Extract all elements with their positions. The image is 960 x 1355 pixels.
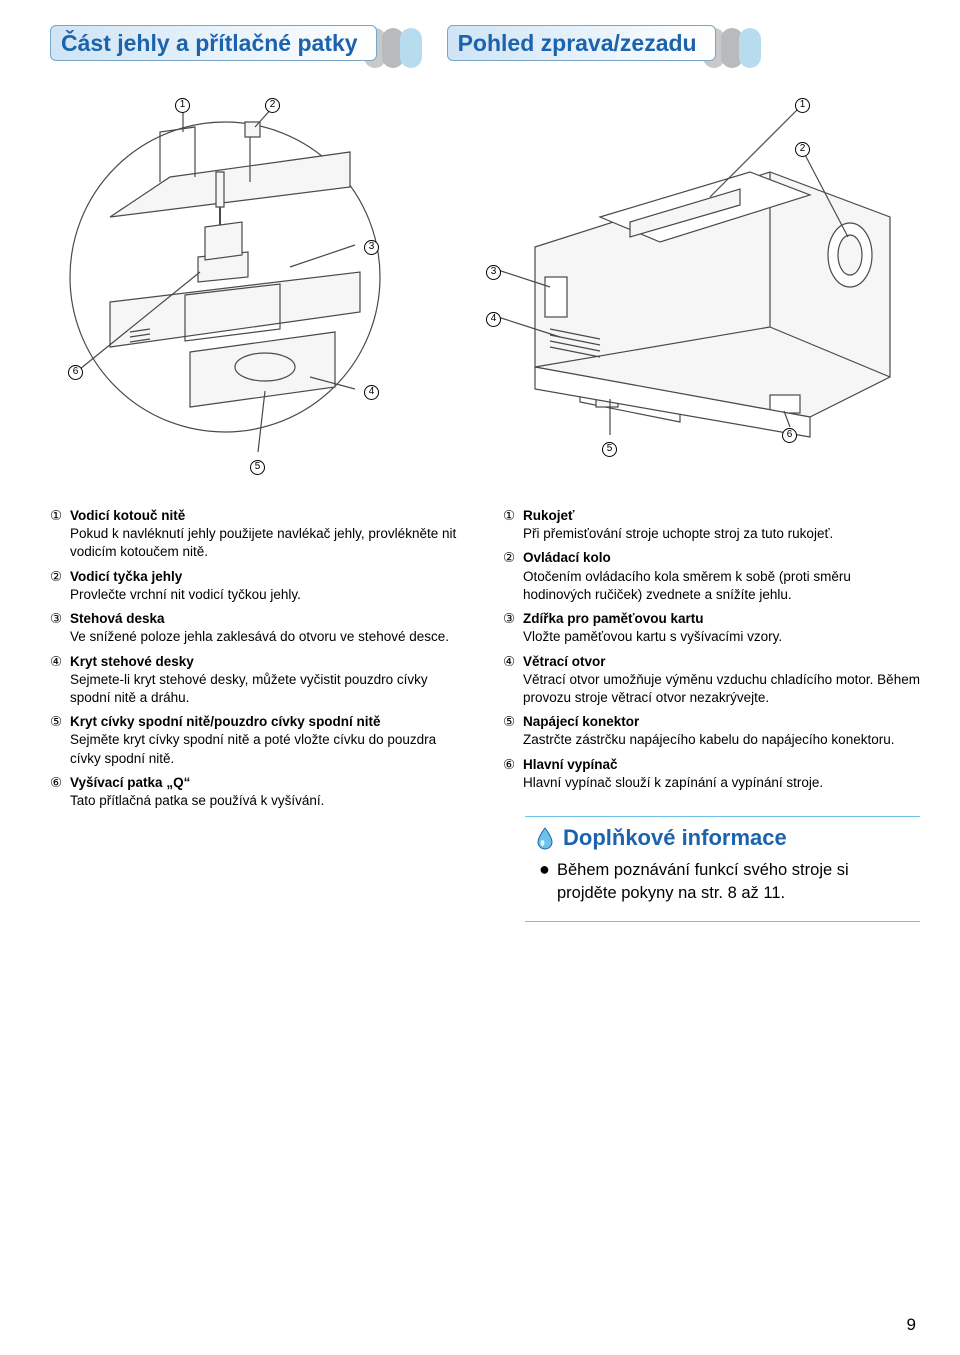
item-desc: Provlečte vrchní nit vodicí tyčkou jehly…: [70, 587, 301, 602]
heading-right: Pohled zprava/zezadu: [447, 30, 716, 57]
info-box: Doplňkové informace ● Během poznávání fu…: [525, 816, 920, 922]
item-title: Vodicí kotouč nitě: [70, 508, 185, 523]
item-number: ⑤: [503, 713, 523, 749]
item-desc: Tato přítlačná patka se používá k vyšívá…: [70, 793, 324, 808]
info-bullet: ● Během poznávání funkcí svého stroje si…: [535, 859, 910, 905]
list-item: ⑤ Kryt cívky spodní nitě/pouzdro cívky s…: [50, 713, 467, 768]
item-number: ④: [50, 653, 70, 708]
item-title: Kryt stehové desky: [70, 654, 194, 669]
item-desc: Při přemisťování stroje uchopte stroj za…: [523, 526, 833, 541]
list-item: ② Ovládací kolo Otočením ovládacího kola…: [503, 549, 920, 604]
callout-right-4: 4: [486, 309, 504, 327]
list-item: ④ Kryt stehové desky Sejmete-li kryt ste…: [50, 653, 467, 708]
item-number: ②: [50, 568, 70, 604]
diagram-right-svg: [450, 77, 910, 477]
list-item: ⑥ Hlavní vypínač Hlavní vypínač slouží k…: [503, 756, 920, 792]
item-title: Větrací otvor: [523, 654, 606, 669]
item-desc: Vložte paměťovou kartu s vyšívacími vzor…: [523, 629, 782, 644]
callout-right-5: 5: [602, 439, 620, 457]
item-number: ⑥: [503, 756, 523, 792]
item-desc: Sejměte kryt cívky spodní nitě a poté vl…: [70, 732, 436, 765]
item-desc: Sejmete-li kryt stehové desky, můžete vy…: [70, 672, 428, 705]
item-desc: Větrací otvor umožňuje výměnu vzduchu ch…: [523, 672, 920, 705]
callout-right-6: 6: [782, 425, 800, 443]
item-number: ③: [50, 610, 70, 646]
item-title: Vodicí tyčka jehly: [70, 569, 182, 584]
callout-right-3: 3: [486, 262, 504, 280]
item-desc: Otočením ovládacího kola směrem k sobě (…: [523, 569, 851, 602]
item-title: Zdířka pro paměťovou kartu: [523, 611, 704, 626]
item-number: ④: [503, 653, 523, 708]
item-desc: Pokud k navléknutí jehly použijete navlé…: [70, 526, 456, 559]
info-title-row: Doplňkové informace: [535, 823, 910, 853]
item-number: ⑤: [50, 713, 70, 768]
callout-left-5: 5: [250, 457, 268, 475]
list-item: ④ Větrací otvor Větrací otvor umožňuje v…: [503, 653, 920, 708]
right-column: ① Rukojeť Při přemisťování stroje uchopt…: [503, 507, 920, 922]
callout-left-1: 1: [175, 95, 193, 113]
heading-left: Část jehly a přítlačné patky: [50, 30, 377, 57]
item-number: ①: [503, 507, 523, 543]
callout-right-2: 2: [795, 139, 813, 157]
diagram-needle-area: 1 2 3 4 5 6: [50, 77, 420, 477]
item-title: Napájecí konektor: [523, 714, 639, 729]
callout-left-6: 6: [68, 362, 86, 380]
info-title-text: Doplňkové informace: [563, 823, 787, 853]
item-title: Ovládací kolo: [523, 550, 611, 565]
heading-right-text: Pohled zprava/zezadu: [447, 25, 716, 61]
item-title: Rukojeť: [523, 508, 574, 523]
list-item: ② Vodicí tyčka jehly Provlečte vrchní ni…: [50, 568, 467, 604]
item-number: ②: [503, 549, 523, 604]
list-item: ⑤ Napájecí konektor Zastrčte zástrčku na…: [503, 713, 920, 749]
headings-row: Část jehly a přítlačné patky Pohled zpra…: [50, 30, 920, 57]
diagrams-row: 1 2 3 4 5 6: [50, 77, 920, 477]
list-item: ③ Stehová deska Ve snížené poloze jehla …: [50, 610, 467, 646]
text-columns: ① Vodicí kotouč nitě Pokud k navléknutí …: [50, 507, 920, 922]
callout-left-3: 3: [364, 237, 382, 255]
list-item: ① Vodicí kotouč nitě Pokud k navléknutí …: [50, 507, 467, 562]
callout-left-4: 4: [364, 382, 382, 400]
item-number: ③: [503, 610, 523, 646]
diagram-machine-back: 1 2 3 4 5 6: [450, 77, 910, 477]
item-title: Stehová deska: [70, 611, 165, 626]
page-number: 9: [907, 1315, 916, 1335]
list-item: ⑥ Vyšívací patka „Q“ Tato přítlačná patk…: [50, 774, 467, 810]
callout-left-2: 2: [265, 95, 283, 113]
droplet-icon: [535, 826, 555, 850]
item-title: Kryt cívky spodní nitě/pouzdro cívky spo…: [70, 714, 381, 729]
item-desc: Zastrčte zástrčku napájecího kabelu do n…: [523, 732, 894, 747]
left-column: ① Vodicí kotouč nitě Pokud k navléknutí …: [50, 507, 467, 922]
bullet-dot-icon: ●: [539, 859, 557, 905]
heading-left-text: Část jehly a přítlačné patky: [50, 25, 377, 61]
info-bullet-text: Během poznávání funkcí svého stroje si p…: [557, 859, 910, 905]
list-item: ③ Zdířka pro paměťovou kartu Vložte pamě…: [503, 610, 920, 646]
callout-right-1: 1: [795, 95, 813, 113]
item-number: ⑥: [50, 774, 70, 810]
list-item: ① Rukojeť Při přemisťování stroje uchopt…: [503, 507, 920, 543]
item-desc: Hlavní vypínač slouží k zapínání a vypín…: [523, 775, 823, 790]
item-number: ①: [50, 507, 70, 562]
item-title: Hlavní vypínač: [523, 757, 618, 772]
diagram-left-svg: [50, 77, 420, 477]
item-title: Vyšívací patka „Q“: [70, 775, 190, 790]
item-desc: Ve snížené poloze jehla zaklesává do otv…: [70, 629, 449, 644]
